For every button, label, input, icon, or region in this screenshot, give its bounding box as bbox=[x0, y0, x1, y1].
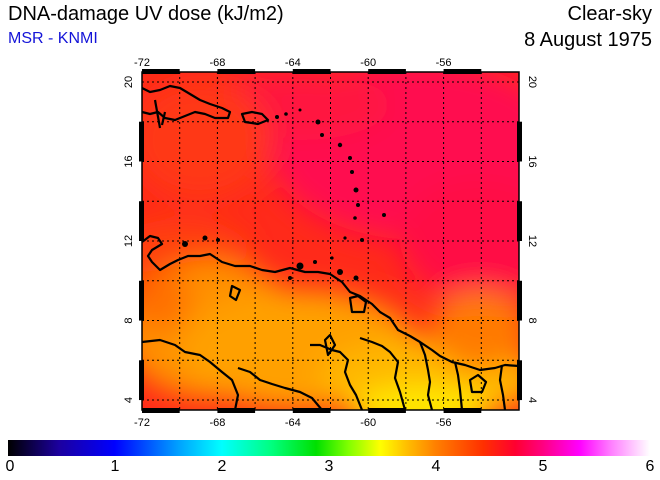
lon-tick-label-top: -68 bbox=[209, 57, 225, 69]
lat-tick-label-left: 16 bbox=[123, 155, 135, 167]
lat-tick-label-left: 4 bbox=[123, 397, 135, 403]
lat-tick-label-right: 4 bbox=[526, 397, 538, 403]
axis-ticks: -72 -72 -68 -68 -64 -64 -60 -60 -56 -56 4 4 8 8 12 12 16… bbox=[123, 57, 538, 429]
border-segment bbox=[368, 408, 406, 413]
border-segment bbox=[368, 69, 406, 74]
border-segment bbox=[217, 69, 256, 74]
colorbar-tick-label: 5 bbox=[538, 458, 548, 475]
border-segment bbox=[517, 201, 522, 241]
border-segment bbox=[517, 360, 522, 401]
date-label: 8 August 1975 bbox=[524, 29, 652, 51]
lon-tick-label-top: -72 bbox=[134, 57, 150, 69]
colorbar-tick-label: 2 bbox=[217, 458, 227, 475]
lon-tick-label-bottom: -60 bbox=[360, 417, 376, 429]
lon-tick-label-bottom: -56 bbox=[436, 417, 452, 429]
border-segment bbox=[142, 69, 180, 74]
lon-tick-label-bottom: -68 bbox=[209, 417, 225, 429]
border-segment bbox=[292, 408, 331, 413]
colorbar bbox=[8, 440, 650, 456]
border-segment bbox=[139, 360, 144, 401]
lat-tick-label-left: 20 bbox=[123, 76, 135, 88]
colorbar-tick-label: 3 bbox=[324, 458, 334, 475]
lat-tick-label-right: 16 bbox=[526, 155, 538, 167]
border-segment bbox=[443, 69, 482, 74]
chart-title: DNA-damage UV dose (kJ/m2) bbox=[8, 3, 284, 25]
lat-tick-label-left: 12 bbox=[123, 235, 135, 247]
colorbar-tick-label: 1 bbox=[110, 458, 120, 475]
lat-tick-label-left: 8 bbox=[123, 317, 135, 323]
colorbar-tick-label: 0 bbox=[5, 458, 15, 475]
lon-tick-label-top: -60 bbox=[360, 57, 376, 69]
graticule bbox=[142, 72, 519, 410]
coastlines bbox=[141, 84, 520, 411]
border-segment bbox=[139, 280, 144, 321]
border-segment bbox=[139, 201, 144, 241]
lat-tick-label-right: 8 bbox=[526, 317, 538, 323]
border-segment bbox=[292, 69, 331, 74]
lat-tick-label-right: 12 bbox=[526, 235, 538, 247]
lon-tick-label-bottom: -72 bbox=[134, 417, 150, 429]
colorbar-tick-label: 4 bbox=[431, 458, 441, 475]
lat-tick-label-right: 20 bbox=[526, 76, 538, 88]
condition-label: Clear-sky bbox=[567, 3, 652, 25]
border-segment bbox=[142, 408, 180, 413]
lon-tick-label-top: -64 bbox=[285, 57, 301, 69]
colorbar-tick-label: 6 bbox=[645, 458, 655, 475]
border-segment bbox=[517, 121, 522, 162]
border-segment bbox=[139, 121, 144, 162]
border-segment bbox=[217, 408, 256, 413]
border-segment bbox=[517, 280, 522, 321]
uv-dose-map: -72 -72 -68 -68 -64 -64 -60 -60 -56 -56 4 4 8 8 12 12 16… bbox=[123, 57, 538, 429]
islands bbox=[182, 108, 386, 281]
border-segment bbox=[443, 408, 482, 413]
lon-tick-label-bottom: -64 bbox=[285, 417, 301, 429]
lon-tick-label-top: -56 bbox=[436, 57, 452, 69]
source-label: MSR - KNMI bbox=[8, 30, 98, 47]
